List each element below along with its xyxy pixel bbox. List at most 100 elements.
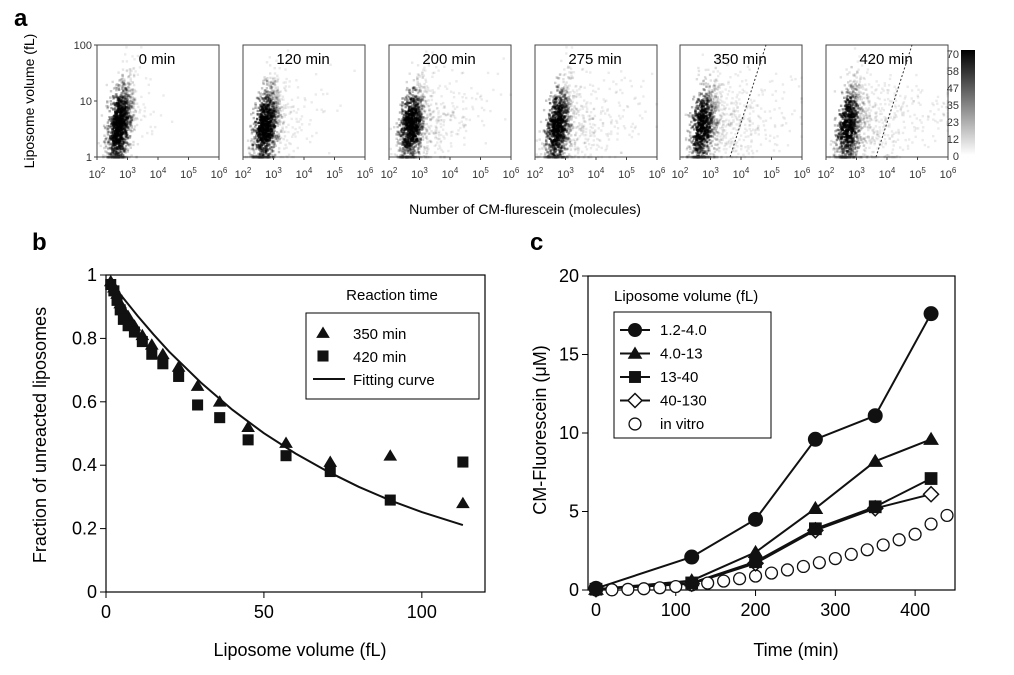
x-tick-label: 106 — [211, 166, 228, 181]
x-tick-exponent: 4 — [162, 166, 167, 175]
heatmap-title: 200 min — [422, 51, 475, 68]
panel-b-scatter: Liposome volume (fL) Fraction of unreact… — [30, 265, 486, 660]
data-point-circle-open — [812, 556, 826, 570]
data-point-square — [117, 313, 129, 325]
heatmap-panel-4: 350 min 102 103 104 105 106 — [672, 44, 811, 181]
colorbar-tick: 58 — [947, 66, 959, 78]
x-tick-exponent: 3 — [277, 166, 282, 175]
data-point-square — [868, 500, 882, 514]
data-point-circle-open — [605, 583, 619, 597]
heatmap-panel-2: 200 min 102 103 104 105 106 — [381, 44, 520, 181]
x-tick-label: 105 — [763, 166, 780, 181]
legend-title: Reaction time — [346, 287, 438, 304]
legend-marker — [317, 350, 329, 362]
x-tick-label: 0 — [101, 602, 111, 622]
heatmap-panel-3: 275 min 102 103 104 105 106 — [527, 44, 666, 181]
data-point-circle-open — [717, 574, 731, 588]
x-tick-label: 103 — [119, 166, 136, 181]
panel-label-b: b — [32, 229, 47, 256]
x-tick-exponent: 5 — [338, 166, 343, 175]
x-tick-exponent: 6 — [661, 166, 666, 175]
data-point-triangle — [156, 347, 170, 360]
x-tick-label: 106 — [794, 166, 811, 181]
x-tick-exponent: 4 — [454, 166, 459, 175]
x-tick-exponent: 3 — [714, 166, 719, 175]
legend-marker — [628, 417, 642, 431]
x-tick-exponent: 3 — [423, 166, 428, 175]
x-tick-label: 102 — [672, 166, 689, 181]
x-tick-exponent: 2 — [101, 166, 106, 175]
legend-label: Fitting curve — [353, 372, 435, 389]
x-tick-exponent: 5 — [192, 166, 197, 175]
data-point-circle-open — [860, 543, 874, 557]
data-point-triangle — [212, 395, 227, 407]
x-tick-label: 102 — [818, 166, 835, 181]
legend-label: 420 min — [353, 349, 406, 366]
data-point-circle-open — [669, 579, 683, 594]
heatmap-title: 420 min — [859, 51, 912, 68]
colorbar-tick: 47 — [947, 83, 959, 95]
y-tick-label: 0.8 — [72, 328, 97, 348]
x-tick-exponent: 3 — [131, 166, 136, 175]
x-tick-exponent: 6 — [952, 166, 957, 175]
data-point-circle-filled — [748, 511, 764, 527]
data-point-circle-open — [940, 508, 954, 523]
x-tick-label: 106 — [503, 166, 520, 181]
data-point-square — [809, 522, 822, 536]
x-tick-exponent: 4 — [600, 166, 605, 175]
series-line — [595, 438, 932, 591]
x-tick-exponent: 5 — [921, 166, 926, 175]
data-point-triangle — [241, 420, 255, 433]
y-tick-label: 0 — [87, 582, 97, 602]
x-tick-label: 105 — [909, 166, 926, 181]
x-tick-label: 106 — [940, 166, 957, 181]
y-tick-label: 10 — [80, 96, 92, 108]
legend-box — [305, 312, 480, 400]
data-point-circle-open — [892, 533, 906, 547]
data-point-triangle — [923, 431, 939, 445]
data-point-circle-open — [701, 576, 715, 590]
data-point-square — [108, 285, 120, 297]
data-point-square — [280, 450, 292, 462]
y-tick-label: 0 — [569, 580, 579, 600]
data-point-triangle — [683, 573, 700, 587]
data-point-circle-filled — [684, 549, 700, 565]
data-point-circle-open — [908, 527, 922, 541]
x-tick-label: 103 — [702, 166, 719, 181]
x-tick-label: 100 — [407, 602, 437, 622]
x-tick-label: 50 — [254, 602, 274, 622]
legend-label: 13-40 — [660, 369, 698, 386]
x-tick-label: 0 — [591, 600, 601, 620]
data-point-square — [924, 472, 938, 485]
data-point-square — [749, 555, 762, 569]
data-point-circle-open — [828, 551, 842, 566]
data-point-circle-open — [621, 582, 635, 596]
legend-marker — [316, 326, 330, 338]
plot-frame — [105, 274, 486, 593]
x-tick-exponent: 4 — [891, 166, 896, 175]
data-point-circle-open — [844, 547, 858, 561]
x-tick-exponent: 5 — [775, 166, 780, 175]
data-point-circle-open — [876, 538, 890, 552]
x-tick-label: 106 — [357, 166, 374, 181]
data-point-circle-filled — [923, 306, 939, 322]
panel-b-ylabel: Fraction of unreacted liposomes — [30, 307, 50, 563]
data-point-triangle — [747, 544, 764, 558]
data-point-square — [384, 494, 396, 506]
x-tick-exponent: 2 — [539, 166, 544, 175]
x-tick-label: 103 — [265, 166, 282, 181]
x-tick-label: 103 — [411, 166, 428, 181]
x-tick-label: 104 — [879, 166, 896, 181]
heatmap-panel-1: 120 min 102 103 104 105 106 — [235, 44, 374, 181]
x-tick-exponent: 4 — [308, 166, 313, 175]
x-tick-label: 105 — [180, 166, 197, 181]
x-tick-exponent: 5 — [630, 166, 635, 175]
x-tick-label: 105 — [618, 166, 635, 181]
x-tick-label: 105 — [326, 166, 343, 181]
colorbar-tick: 70 — [947, 49, 959, 61]
legend-title: Liposome volume (fL) — [614, 288, 758, 305]
heatmap-title: 350 min — [713, 51, 766, 68]
data-point-square — [192, 399, 204, 411]
y-tick-label: 1 — [87, 265, 97, 285]
